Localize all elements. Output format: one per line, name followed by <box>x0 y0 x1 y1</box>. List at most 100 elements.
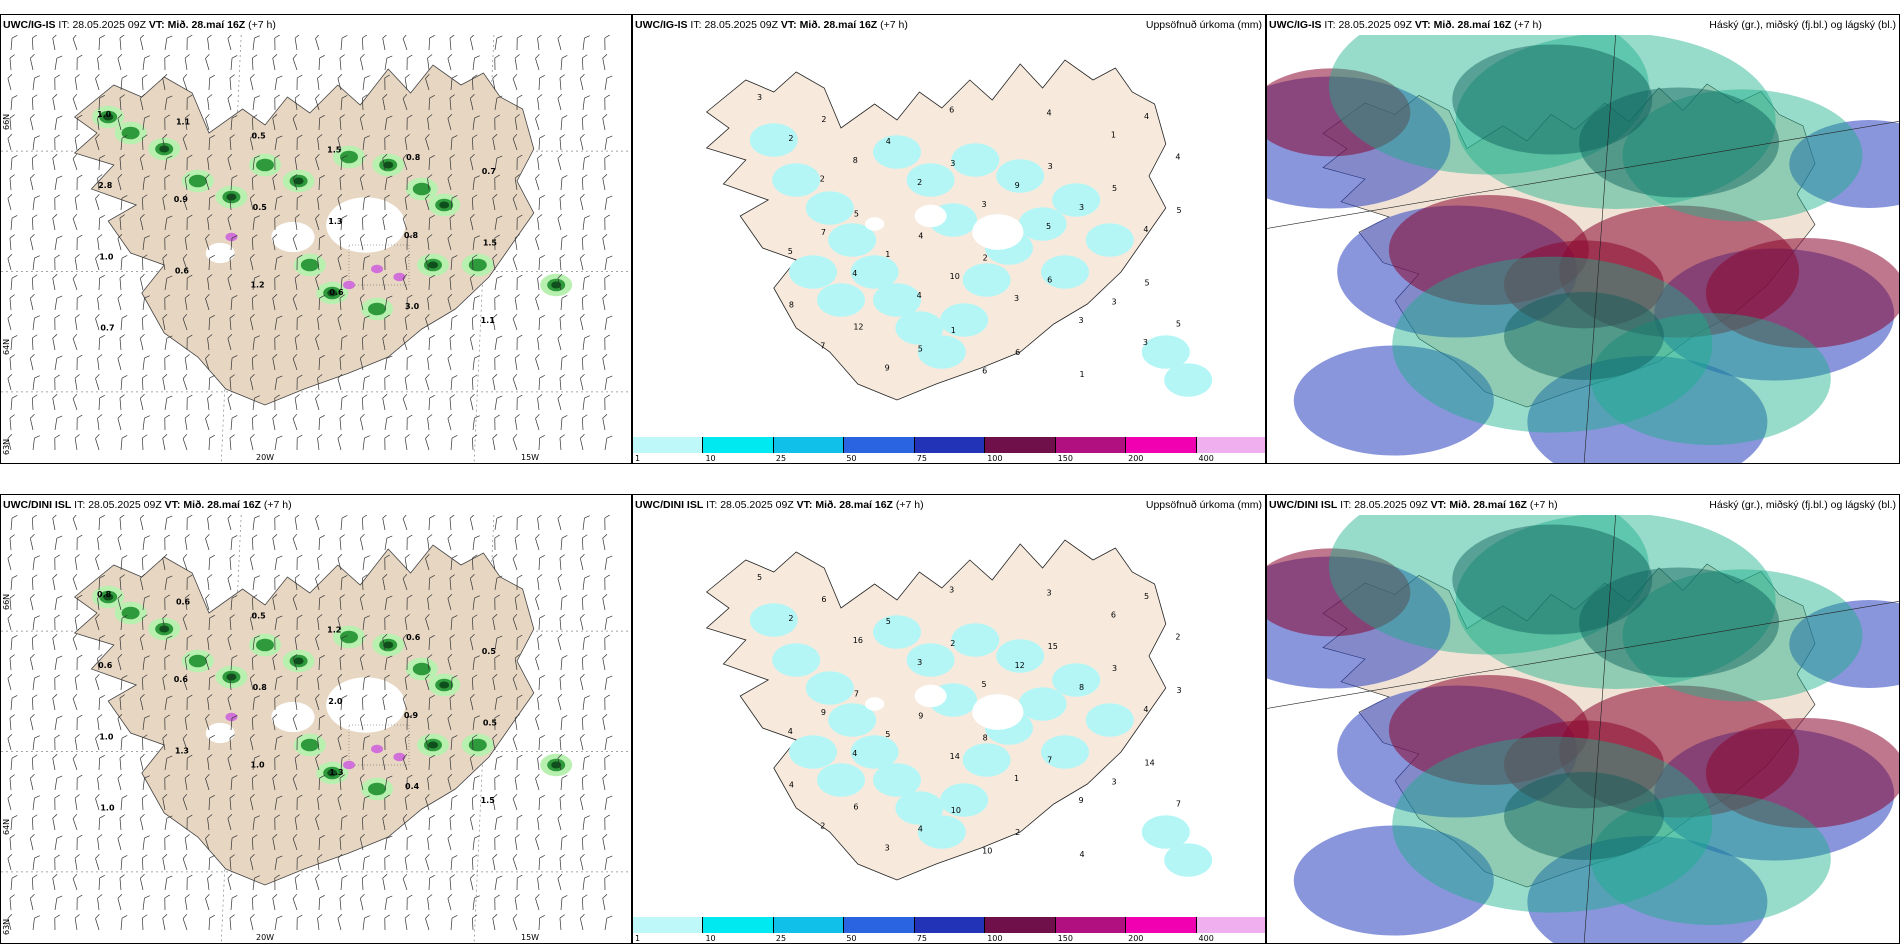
wind-barb-flag <box>297 374 303 379</box>
wind-barb-staff <box>227 278 232 291</box>
wind-barb <box>557 93 563 111</box>
wind-barb-staff <box>32 858 35 871</box>
wind-barb-staff <box>227 518 232 531</box>
colorbar-swatch <box>1126 917 1197 933</box>
wind-barb <box>205 353 210 371</box>
wind-barb <box>602 714 608 731</box>
wind-barb-flag <box>429 214 435 219</box>
wind-barb-flag <box>166 755 173 759</box>
wind-barb <box>537 814 543 831</box>
wind-barb-flag <box>52 634 58 639</box>
wind-barb-staff <box>164 818 168 831</box>
wind-barb-staff <box>164 278 168 291</box>
wind-barb-staff <box>182 258 188 271</box>
wind-barb-flag <box>425 253 430 259</box>
wind-barb-staff <box>164 638 168 651</box>
wind-barb-staff <box>272 358 276 371</box>
wind-barb <box>294 334 300 351</box>
precip-value-label: 10 <box>982 847 992 856</box>
wind-barb <box>205 773 210 791</box>
wind-barb-staff <box>514 418 518 431</box>
wind-barb-flag <box>494 654 500 659</box>
wind-barb-staff <box>182 918 188 931</box>
wind-barb-staff <box>560 658 563 671</box>
wind-barb <box>95 133 100 151</box>
wind-barb-flag <box>451 855 458 859</box>
wind-barb <box>296 194 303 211</box>
wind-barb <box>54 314 60 331</box>
wind-barb <box>97 894 103 911</box>
wind-barb-staff <box>95 618 100 631</box>
wind-barb <box>559 734 565 751</box>
wind-barb-staff <box>494 818 498 831</box>
wind-barb-staff <box>340 398 343 411</box>
wind-barb-staff <box>402 638 408 651</box>
wind-barb <box>494 95 503 111</box>
wind-barb <box>142 314 148 331</box>
wind-barb-flag <box>582 414 588 419</box>
precip-value-label: 2 <box>950 639 955 648</box>
wind-barb-flag <box>362 35 368 39</box>
wind-barb-flag <box>182 253 188 259</box>
wind-barb <box>182 913 188 931</box>
wind-barb-staff <box>447 58 452 71</box>
wind-barb-flag <box>56 535 63 539</box>
precip-value-label: 3 <box>1079 203 1084 212</box>
wind-barb-staff <box>72 338 78 351</box>
precip-value-label: 1 <box>1080 370 1085 379</box>
wind-barb <box>362 375 370 391</box>
wind-barb <box>362 795 370 811</box>
wind-barb-staff <box>538 77 540 91</box>
wind-barb-staff <box>557 158 562 171</box>
wind-barb-flag <box>227 573 233 579</box>
wind-barb <box>9 894 15 911</box>
wind-barb <box>557 35 563 51</box>
wind-barb-flag <box>447 233 453 239</box>
wind-barb-staff <box>359 898 364 911</box>
precip-area <box>300 738 319 752</box>
wind-barb-staff <box>272 178 276 191</box>
wind-barb <box>120 195 128 211</box>
wind-barb-staff <box>294 578 298 591</box>
panel-top-left-wind: UWC/IG-IS IT: 28.05.2025 09Z VT: Mið. 28… <box>0 14 632 464</box>
colorbar-tick-label: 10 <box>705 454 716 463</box>
wind-barb-flag <box>9 714 15 719</box>
wind-barb-flag <box>447 893 453 899</box>
wind-barb-flag <box>276 75 283 79</box>
wind-barb-staff <box>74 558 78 571</box>
wind-barb <box>97 594 103 611</box>
wind-barb-staff <box>512 858 518 871</box>
wind-barb-staff <box>97 898 100 911</box>
wind-barb-staff <box>472 58 475 71</box>
wind-barb-flag <box>364 255 370 259</box>
precip-area <box>188 174 207 188</box>
wind-barb <box>560 595 568 611</box>
wind-barb <box>538 134 545 151</box>
wind-barb-flag <box>77 594 83 599</box>
wind-barb-staff <box>252 537 254 551</box>
wind-barb-flag <box>72 213 78 219</box>
wind-barb-flag <box>184 174 190 179</box>
wind-barb-flag <box>52 94 58 99</box>
wind-barb <box>535 833 540 851</box>
wind-barb-flag <box>54 134 60 139</box>
wind-barb <box>208 314 215 331</box>
wind-barb-flag <box>121 375 128 379</box>
wind-barb-staff <box>249 78 254 91</box>
wind-barb-flag <box>427 714 433 719</box>
wind-barb <box>425 853 430 871</box>
wind-barb-staff <box>32 678 35 691</box>
wind-barb-flag <box>99 394 105 399</box>
wind-barb <box>292 113 298 131</box>
wind-barb-flag <box>162 434 168 439</box>
very-heavy-precip-area <box>225 232 238 242</box>
wind-barb <box>450 75 458 91</box>
wind-barb <box>384 374 390 391</box>
wind-barb-flag <box>52 694 58 699</box>
wind-barb-flag <box>30 594 35 599</box>
wind-barb-flag <box>319 354 325 359</box>
wind-barb-staff <box>579 618 584 631</box>
wind-barb <box>10 515 18 531</box>
wind-barb <box>337 433 343 451</box>
wind-barb-flag <box>315 213 320 219</box>
